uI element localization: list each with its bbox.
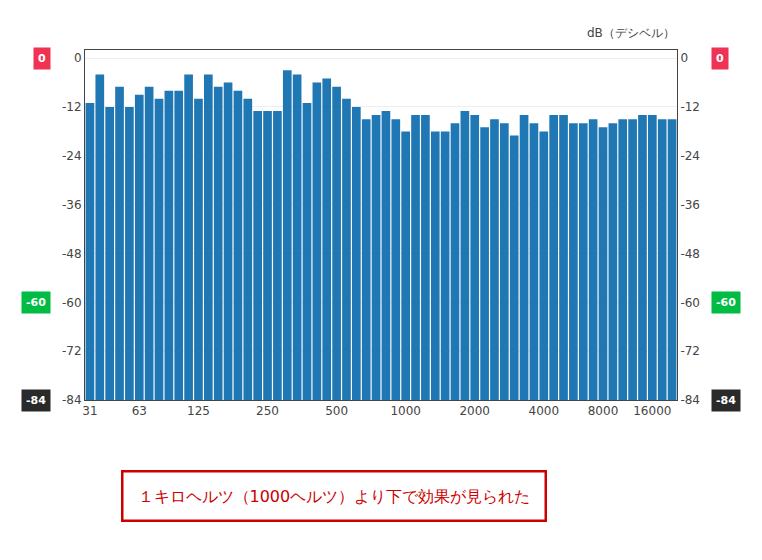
- svg-text:-48: -48: [680, 247, 700, 261]
- svg-text:-36: -36: [680, 198, 700, 212]
- svg-text:16000: 16000: [633, 404, 671, 418]
- svg-text:dB（デシベル）: dB（デシベル）: [587, 26, 675, 40]
- svg-text:63: 63: [132, 404, 147, 418]
- svg-text:250: 250: [256, 404, 279, 418]
- svg-text:2000: 2000: [459, 404, 490, 418]
- svg-text:0: 0: [680, 51, 688, 65]
- svg-text:0: 0: [38, 52, 46, 65]
- svg-text:-12: -12: [62, 100, 82, 114]
- svg-text:-12: -12: [680, 100, 700, 114]
- svg-text:-84: -84: [680, 393, 700, 407]
- svg-text:-24: -24: [62, 149, 82, 163]
- svg-text:500: 500: [325, 404, 348, 418]
- svg-text:-60: -60: [26, 296, 46, 309]
- svg-text:１キロヘルツ（1000ヘルツ）より下で効果が見られた: １キロヘルツ（1000ヘルツ）より下で効果が見られた: [138, 487, 531, 506]
- svg-text:-24: -24: [680, 149, 700, 163]
- svg-text:4000: 4000: [529, 404, 560, 418]
- svg-text:-84: -84: [26, 394, 46, 407]
- svg-text:-60: -60: [680, 296, 700, 310]
- svg-text:-84: -84: [716, 394, 736, 407]
- svg-text:8000: 8000: [588, 404, 619, 418]
- svg-text:-72: -72: [680, 344, 700, 358]
- svg-text:-84: -84: [62, 393, 82, 407]
- svg-text:-72: -72: [62, 344, 82, 358]
- svg-text:125: 125: [187, 404, 210, 418]
- svg-text:-48: -48: [62, 247, 82, 261]
- svg-text:0: 0: [74, 51, 82, 65]
- svg-text:1000: 1000: [390, 404, 421, 418]
- svg-text:31: 31: [82, 404, 97, 418]
- svg-text:-36: -36: [62, 198, 82, 212]
- svg-text:-60: -60: [62, 296, 82, 310]
- svg-text:-60: -60: [716, 296, 736, 309]
- svg-text:0: 0: [716, 52, 724, 65]
